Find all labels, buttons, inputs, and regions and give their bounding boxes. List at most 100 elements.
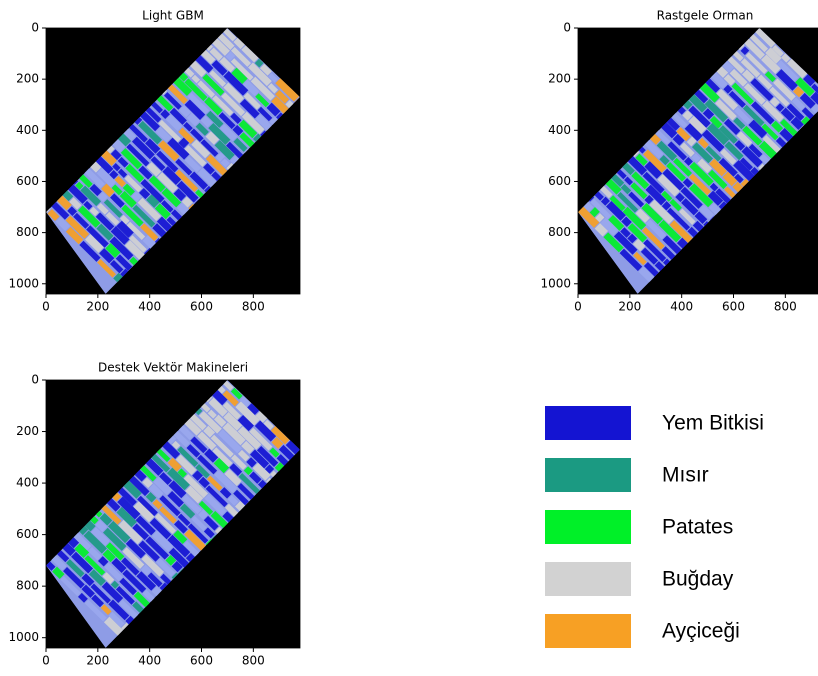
field-cell <box>125 163 145 183</box>
field-cell <box>242 79 260 97</box>
field-cell <box>65 215 90 239</box>
field-cell <box>649 199 675 225</box>
field-cell <box>742 125 763 146</box>
field-cell <box>142 477 153 489</box>
field-cell <box>125 472 150 497</box>
field-cell <box>108 611 125 628</box>
field-cell <box>98 556 109 567</box>
field-cell <box>252 462 271 481</box>
field-cell <box>799 92 816 109</box>
field-cell <box>299 454 300 466</box>
field-cell <box>775 69 798 91</box>
field-cell <box>156 172 178 193</box>
field-cell <box>257 106 273 122</box>
field-cell <box>689 173 711 196</box>
field-cell <box>771 120 784 133</box>
field-cell <box>631 171 650 190</box>
field-cell <box>171 561 183 573</box>
field-cell <box>141 554 164 577</box>
field-cell <box>197 80 216 99</box>
axes-frame <box>45 27 301 295</box>
field-cell <box>138 188 151 200</box>
field-cell <box>643 261 659 277</box>
y-tick-label: 400 <box>548 123 571 137</box>
field-cell <box>622 206 647 231</box>
field-cell <box>769 97 780 107</box>
field-cell <box>89 183 102 197</box>
field-cell <box>233 137 248 152</box>
field-cell <box>105 542 125 561</box>
field-cell <box>129 235 147 253</box>
field-cell <box>221 92 246 117</box>
field-cell <box>243 92 261 110</box>
field-cell <box>230 58 254 81</box>
x-tick-label: 0 <box>42 654 50 668</box>
field-cell <box>776 60 799 82</box>
field-cell <box>680 142 695 158</box>
field-cell <box>246 457 257 468</box>
field-cell <box>195 122 209 136</box>
field-cell <box>624 176 634 186</box>
field-cell <box>640 247 659 265</box>
legend-swatch <box>545 562 631 596</box>
field-cell <box>600 196 610 206</box>
x-tick-label: 0 <box>574 300 582 314</box>
field-cell <box>178 137 190 149</box>
field-cell <box>121 204 144 227</box>
y-tick-label: 800 <box>16 579 39 593</box>
x-tick-label: 400 <box>138 654 161 668</box>
field-cell <box>689 161 714 187</box>
field-cell <box>115 586 135 605</box>
field-cell <box>131 136 155 160</box>
field-cell <box>661 190 673 202</box>
y-tick-label: 200 <box>16 424 39 438</box>
field-cell <box>158 140 180 162</box>
field-cell <box>669 220 694 244</box>
field-cell <box>83 200 93 211</box>
field-cell <box>108 599 130 621</box>
field-cell <box>111 184 123 196</box>
field-cell <box>716 88 739 111</box>
x-tick-label: 400 <box>670 300 693 314</box>
legend-label: Mısır <box>662 464 709 487</box>
field-cell <box>720 148 737 165</box>
field-cell <box>77 205 101 228</box>
field-cell <box>632 238 646 252</box>
field-cell <box>642 171 665 194</box>
field-cell <box>659 154 670 166</box>
y-tick-label: 200 <box>548 72 571 86</box>
field-cell <box>212 447 233 467</box>
field-cell <box>156 150 179 173</box>
x-tick-label: 600 <box>190 654 213 668</box>
field-cell <box>750 78 774 102</box>
field-cell <box>249 449 270 469</box>
field-cell <box>255 93 270 108</box>
field-cell <box>150 156 166 171</box>
field-cell <box>206 110 224 128</box>
field-cell <box>781 53 791 63</box>
legend-label: Yem Bitkisi <box>662 412 764 435</box>
field-cell <box>121 557 140 576</box>
field-cell <box>210 510 230 530</box>
axes-frame <box>45 379 301 649</box>
field-cell <box>149 517 172 540</box>
field-cell <box>174 519 188 534</box>
field-cell <box>684 156 693 166</box>
field-cell <box>790 116 804 130</box>
field-cell <box>657 174 680 197</box>
field-cell <box>609 195 626 212</box>
field-cell <box>167 534 191 558</box>
x-tick-label: 200 <box>86 654 109 668</box>
field-cell <box>223 82 244 104</box>
field-cell <box>63 567 85 589</box>
field-cell <box>71 551 94 574</box>
y-tick-label: 0 <box>31 373 39 387</box>
field-cell <box>103 199 123 218</box>
field-cell <box>620 227 631 238</box>
field-cell <box>247 401 261 416</box>
field-cell <box>801 107 816 121</box>
field-cell <box>145 491 157 503</box>
field-cell <box>132 523 150 541</box>
field-cell <box>190 128 204 143</box>
field-cell <box>175 158 193 176</box>
